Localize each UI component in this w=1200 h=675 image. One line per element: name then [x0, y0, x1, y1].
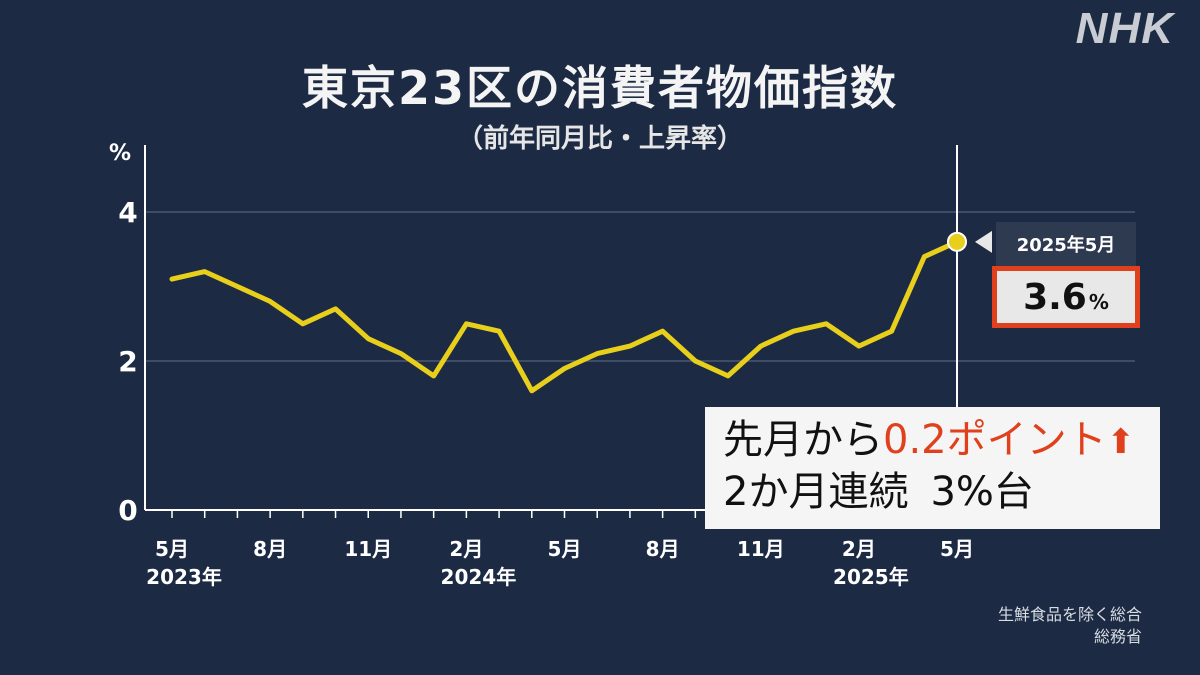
y-tick-label: 4	[118, 196, 137, 229]
source-line-1: 生鮮食品を除く総合	[997, 605, 1142, 624]
note-line-2: 2か月連続 3%台	[723, 467, 1160, 517]
series-line	[169, 239, 960, 394]
x-tick-month: 5月	[940, 537, 974, 561]
x-tick-month: 8月	[646, 537, 680, 561]
nhk-logo: NHK	[1075, 4, 1174, 53]
callout-value-box: 3.6 %	[992, 266, 1140, 328]
x-tick-labels: 5月 2023年 8月 11月 2月 2024年 5月 8月 11月 2月 2025年 5月	[146, 537, 974, 589]
note-line-1: 先月から0.2ポイント⬆	[723, 415, 1160, 467]
callout-value: 3.6	[1023, 276, 1087, 318]
note-streak: 2か月連続	[723, 469, 909, 515]
up-arrow-icon: ⬆	[1106, 422, 1136, 462]
callout-date-label: 2025年5月	[996, 222, 1136, 266]
y-tick-label: 2	[118, 345, 137, 378]
y-tick-label: 0	[118, 494, 137, 527]
x-tick-month: 5月	[548, 537, 582, 561]
source-line-2: 総務省	[1093, 627, 1142, 646]
x-tick-year: 2025年	[833, 565, 909, 589]
note-prefix: 先月から	[723, 417, 883, 463]
gridlines	[145, 211, 1135, 362]
chart-subtitle: （前年同月比・上昇率）	[456, 124, 743, 154]
x-tick-month: 5月	[155, 537, 189, 561]
x-tick-month: 11月	[737, 537, 785, 561]
x-tick-year: 2023年	[146, 565, 222, 589]
x-tick-year: 2024年	[441, 565, 517, 589]
x-tick-month: 2月	[842, 537, 876, 561]
y-axis-label: %	[109, 141, 131, 166]
note-highlight: 0.2ポイント	[883, 417, 1107, 463]
y-tick-labels: 0 2 4	[118, 196, 137, 527]
x-tick-month: 2月	[449, 537, 483, 561]
chart-title: 東京23区の消費者物価指数	[301, 61, 898, 115]
summary-note: 先月から0.2ポイント⬆ 2か月連続 3%台	[705, 407, 1160, 529]
series-line-path	[169, 239, 960, 394]
source-note: 生鮮食品を除く総合 総務省	[998, 604, 1142, 648]
x-tick-month: 8月	[253, 537, 287, 561]
note-level: 3%台	[930, 469, 1034, 515]
highlight-marker	[947, 230, 992, 253]
callout-pointer	[975, 230, 992, 253]
callout-unit: %	[1088, 290, 1109, 314]
highlight-point	[947, 231, 967, 252]
x-tick-month: 11月	[344, 537, 392, 561]
